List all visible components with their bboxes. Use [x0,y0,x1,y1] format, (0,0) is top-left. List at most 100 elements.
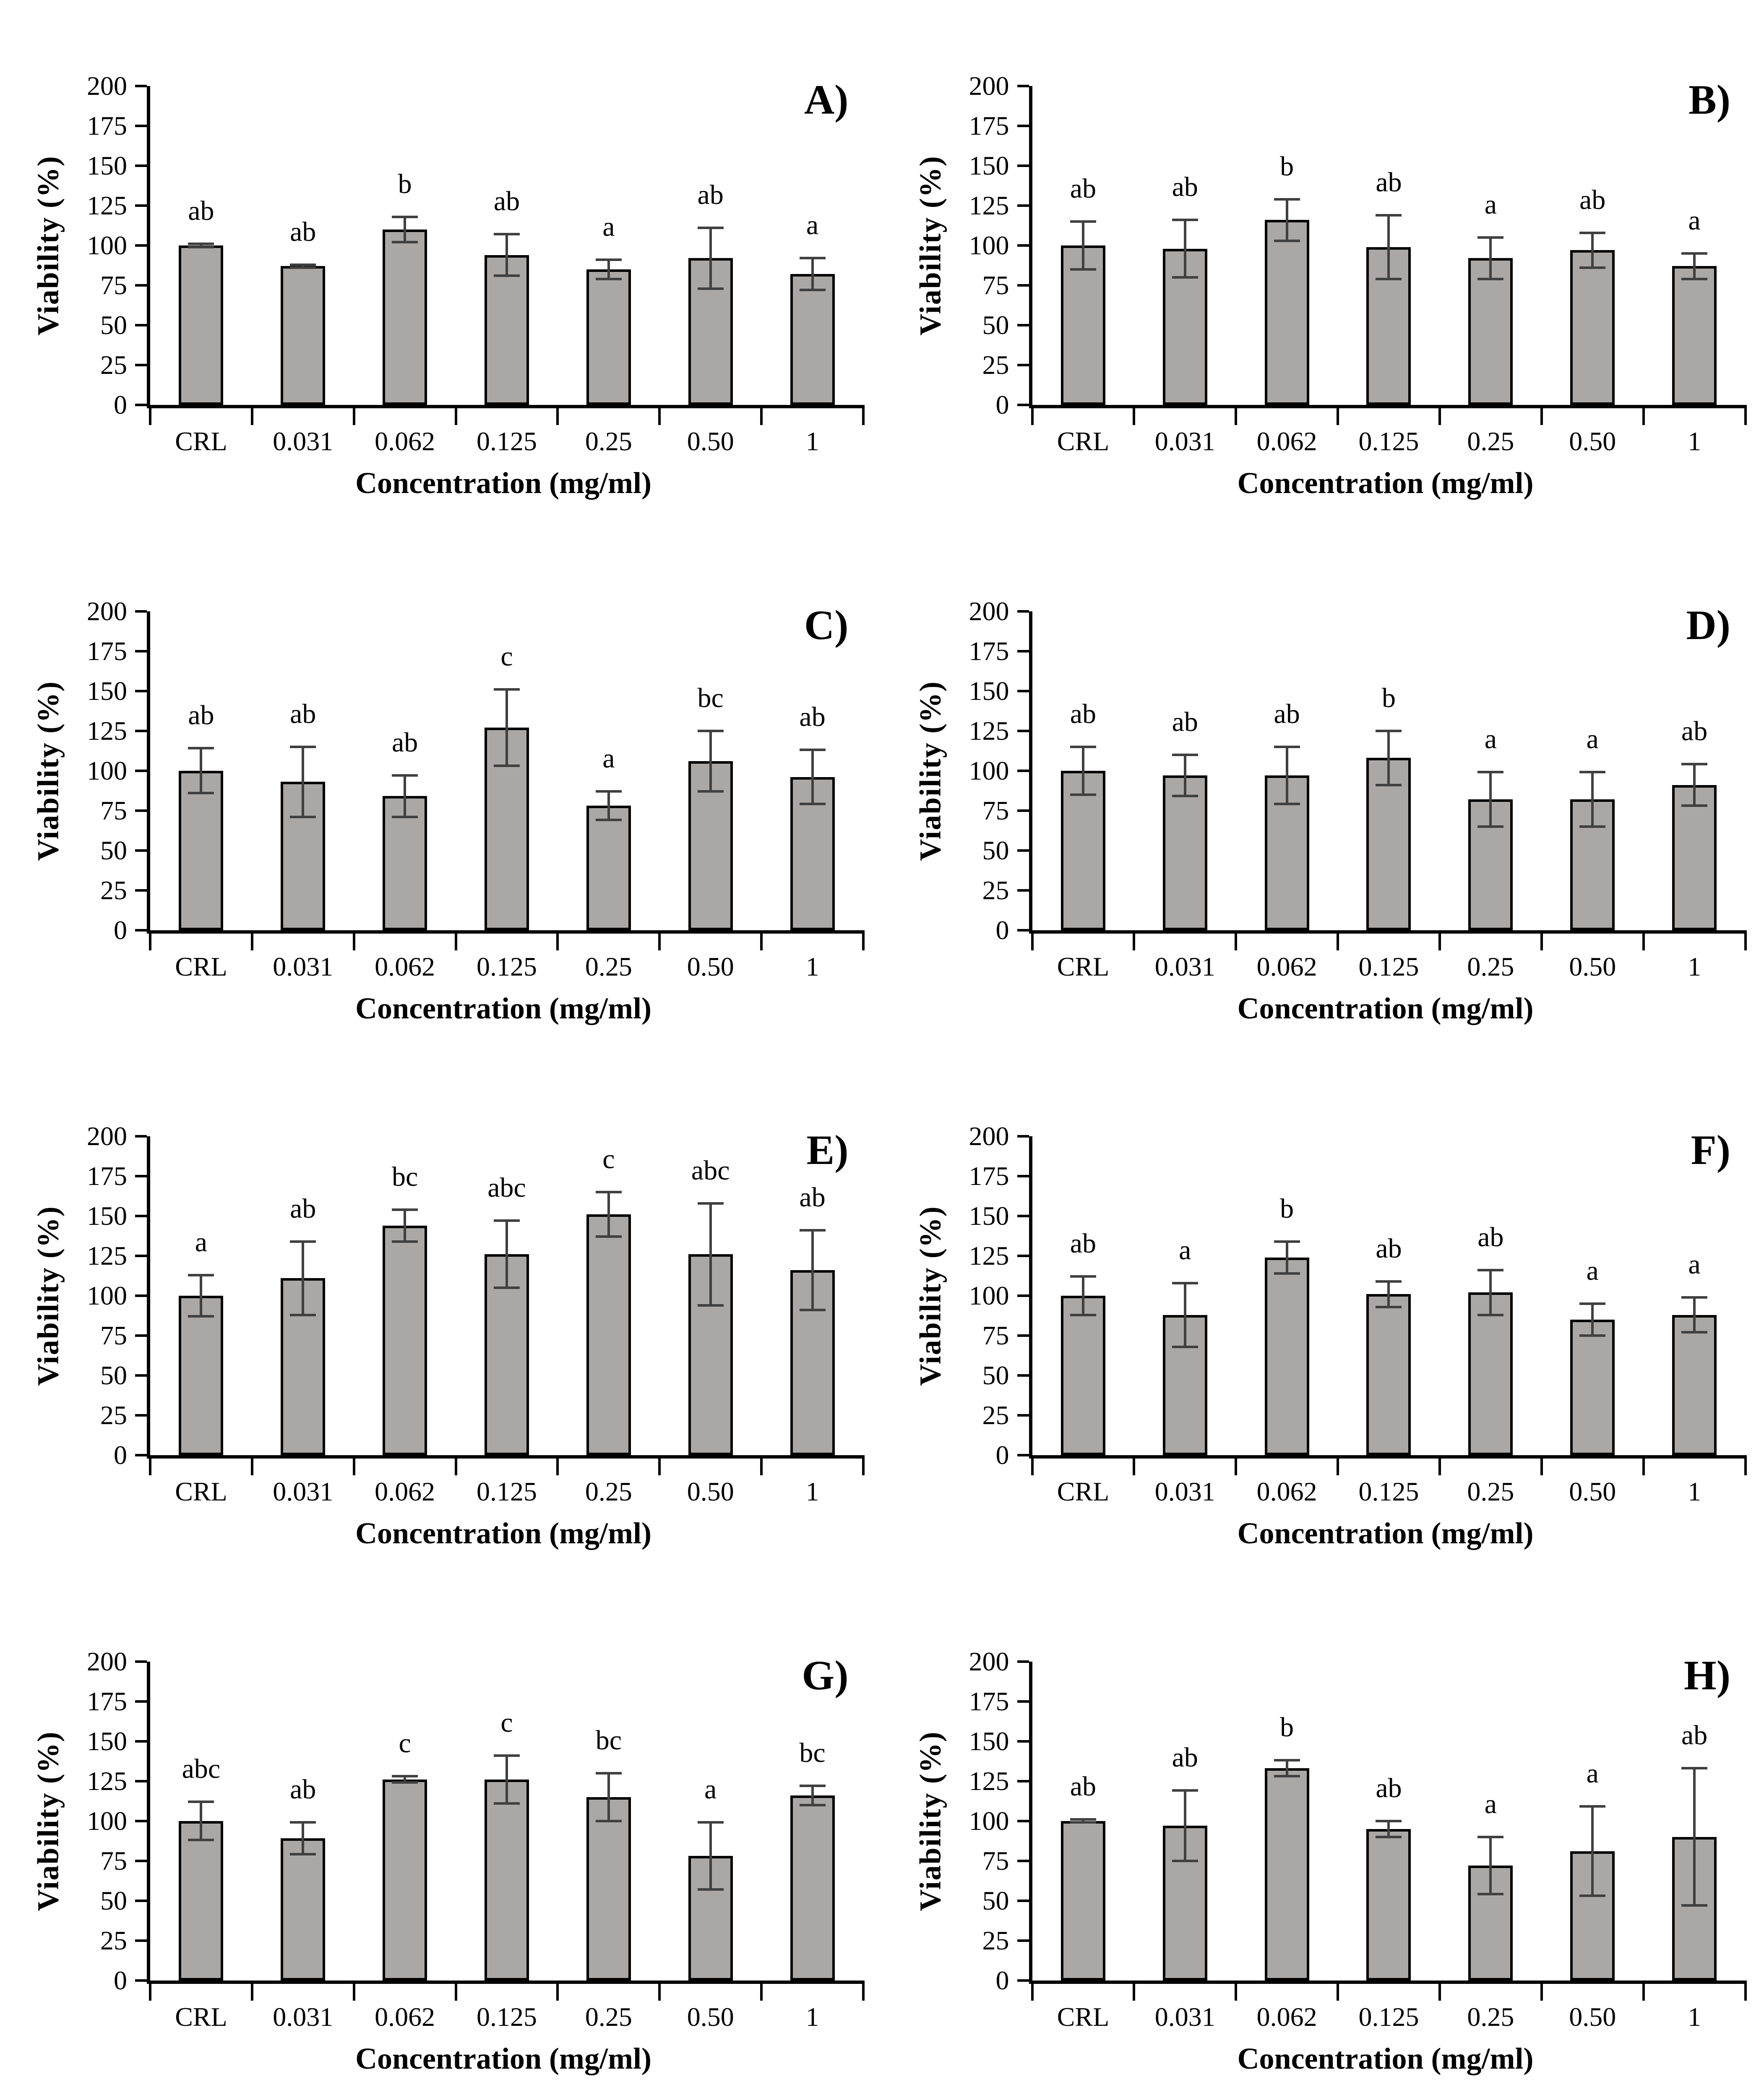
error-bar-cap-top [1681,1767,1708,1770]
category-slot: b [1338,611,1440,930]
x-tick-mark [1540,405,1543,425]
error-bar-cap-top [188,1273,214,1276]
y-tick-label: 200 [969,71,1009,101]
bar [1060,1296,1105,1455]
x-tick-label: 0.031 [1154,1477,1215,1506]
category-slot: ab [1542,86,1644,405]
y-tick-label: 125 [969,190,1009,220]
bar [484,1779,529,1981]
plot-area: 0 25 50 75 100 125 150 175 200 ab CRL ab 0.031 ab 0.06… [87,598,865,980]
panel-letter: G) [802,1652,849,1699]
y-tick-mark [1017,1899,1029,1902]
error-bar-cap-top [1579,1805,1606,1808]
y-tick-mark [135,125,147,127]
y-tick-label: 125 [87,715,127,746]
category-slot: ab [1134,86,1236,405]
category-slot: ab [1644,611,1746,930]
error-bar-stem [302,1822,305,1855]
error-bar-stem [1693,1768,1696,1905]
error-bar-stem [1387,215,1390,279]
bar [1570,1320,1615,1455]
error-bar-cap-bottom [1681,1331,1708,1334]
y-tick-mark [1017,809,1029,812]
category-slot: c [558,1136,659,1455]
y-tick-mark [1017,1660,1029,1663]
y-tick-label: 75 [982,795,1009,825]
y-tick-mark [135,1215,147,1217]
y-tick-label: 0 [114,390,127,420]
bar [1366,1829,1411,1981]
error-bar-stem [404,1209,406,1242]
chart-panel-b: Viability (%) B) 0 25 50 75 100 125 150 175 200 a… [882,0,1764,525]
error-bar-stem [709,1822,712,1889]
error-bar-stem [1693,1297,1696,1333]
error-bar-cap-bottom [188,791,214,794]
y-tick-label: 50 [100,1885,127,1915]
x-tick-mark [1438,1980,1441,2001]
error-bar-cap-top [1070,1818,1096,1821]
x-tick-mark [149,405,151,425]
y-tick-mark [1017,324,1029,326]
x-tick-label: 0.031 [273,1477,334,1506]
significance-letter: ab [188,196,214,227]
error-bar-cap-top [1274,1759,1300,1762]
y-tick-mark [1017,1294,1029,1297]
error-bar-cap-bottom [1477,277,1504,280]
error-bar-stem [1693,253,1696,279]
error-bar-cap-top [1477,1835,1504,1838]
bar [179,245,224,405]
x-tick-label: 0.125 [1358,1477,1419,1506]
x-tick-label: 0.125 [476,426,537,456]
error-bar-cap-top [1477,1269,1504,1272]
y-tick-mark [1017,404,1029,406]
error-bar-cap-top [1681,1296,1708,1299]
x-tick-label: 0.062 [1256,1477,1317,1506]
y-tick-label: 175 [87,111,127,141]
error-bar-stem [505,689,508,766]
x-axis-title: Concentration (mg/ml) [355,466,651,500]
error-bar-cap-bottom [1376,783,1402,786]
y-tick-label: 0 [995,390,1009,420]
category-slot: c [354,1662,456,1981]
x-axis-title: Concentration (mg/ml) [1237,1516,1534,1550]
category-slot: ab [1032,1662,1134,1981]
x-tick-mark [1744,405,1747,425]
x-tick-label: 0.031 [1154,2001,1215,2032]
x-tick-mark [556,930,559,950]
y-tick-mark [135,324,147,326]
category-slot: ab [1644,1662,1746,1981]
error-bar-cap-top [1579,1302,1606,1305]
x-tick-mark [1744,1980,1747,2001]
y-tick-label: 100 [969,1806,1009,1836]
error-bar-stem [811,258,814,290]
x-tick-label: 0.50 [687,2001,734,2032]
error-bar-stem [1489,772,1492,827]
error-bar-stem [1285,746,1288,804]
y-tick-mark [1017,1700,1029,1703]
bar [1264,1257,1309,1455]
category-slot: b [1236,1662,1338,1981]
significance-letter: ab [493,186,520,217]
significance-letter: c [500,1707,513,1738]
y-tick-label: 25 [100,1925,127,1955]
y-tick-mark [1017,164,1029,167]
y-tick-mark [135,889,147,892]
x-tick-label: 0.031 [1154,426,1215,456]
y-tick-mark [135,1175,147,1177]
y-tick-mark [135,1700,147,1703]
error-bar-cap-bottom [1274,803,1300,806]
x-tick-label: 0.50 [1569,2001,1616,2032]
category-slot: a [1440,611,1542,930]
bar [1366,1294,1411,1455]
y-tick-mark [135,1454,147,1456]
y-tick-label: 200 [969,596,1009,626]
y-tick-mark [1017,1454,1029,1456]
significance-letter: ab [799,1182,826,1213]
x-tick-label: 0.25 [1467,1477,1514,1506]
x-tick-label: 0.50 [1569,426,1616,456]
x-tick-mark [454,1980,457,2001]
error-bar-cap-bottom [1579,1894,1606,1897]
category-slot: ab [659,86,761,405]
y-tick-mark [1017,1255,1029,1257]
error-bar-stem [200,244,203,247]
